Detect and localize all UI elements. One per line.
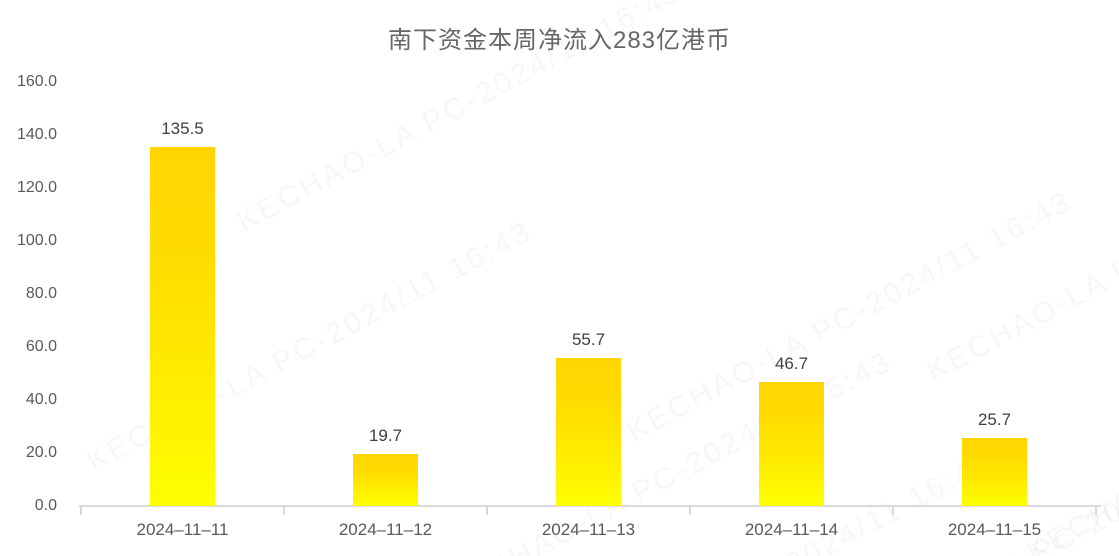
bar <box>962 438 1027 506</box>
bar-value-label: 19.7 <box>368 426 403 445</box>
y-tick-label: 0.0 <box>34 497 57 514</box>
x-tick-label: 2024–11–13 <box>541 520 636 539</box>
axis-tick <box>283 505 285 515</box>
bar <box>556 358 621 506</box>
y-tick-label: 140.0 <box>16 126 57 143</box>
y-tick-label: 60.0 <box>25 338 57 355</box>
bar <box>353 454 418 506</box>
bar <box>759 382 824 506</box>
y-tick-label: 20.0 <box>25 444 57 461</box>
axis-tick <box>486 505 488 515</box>
x-axis-line <box>79 505 1101 507</box>
x-tick-label: 2024–11–15 <box>947 520 1042 539</box>
y-tick-label: 80.0 <box>25 285 57 302</box>
chart-title: 南下资金本周净流入283亿港币 <box>387 27 732 54</box>
axis-tick <box>1095 505 1097 515</box>
y-tick-label: 40.0 <box>25 391 57 408</box>
axis-tick <box>892 505 894 515</box>
x-tick-label: 2024–11–12 <box>338 520 433 539</box>
bar <box>150 147 215 506</box>
bar-value-label: 55.7 <box>571 330 606 349</box>
axis-tick <box>689 505 691 515</box>
bar-value-label: 25.7 <box>977 410 1012 429</box>
x-tick-label: 2024–11–14 <box>744 520 839 539</box>
x-tick-label: 2024–11–11 <box>136 520 229 539</box>
axis-tick <box>80 505 82 515</box>
bar-value-label: 46.7 <box>774 354 809 373</box>
bar-value-label: 135.5 <box>161 119 204 138</box>
watermark-text: KECHAO-LA PC-2024/11 16:43 <box>921 125 1119 389</box>
y-tick-label: 160.0 <box>16 73 57 90</box>
y-tick-label: 120.0 <box>16 179 57 196</box>
y-tick-label: 100.0 <box>16 232 57 249</box>
